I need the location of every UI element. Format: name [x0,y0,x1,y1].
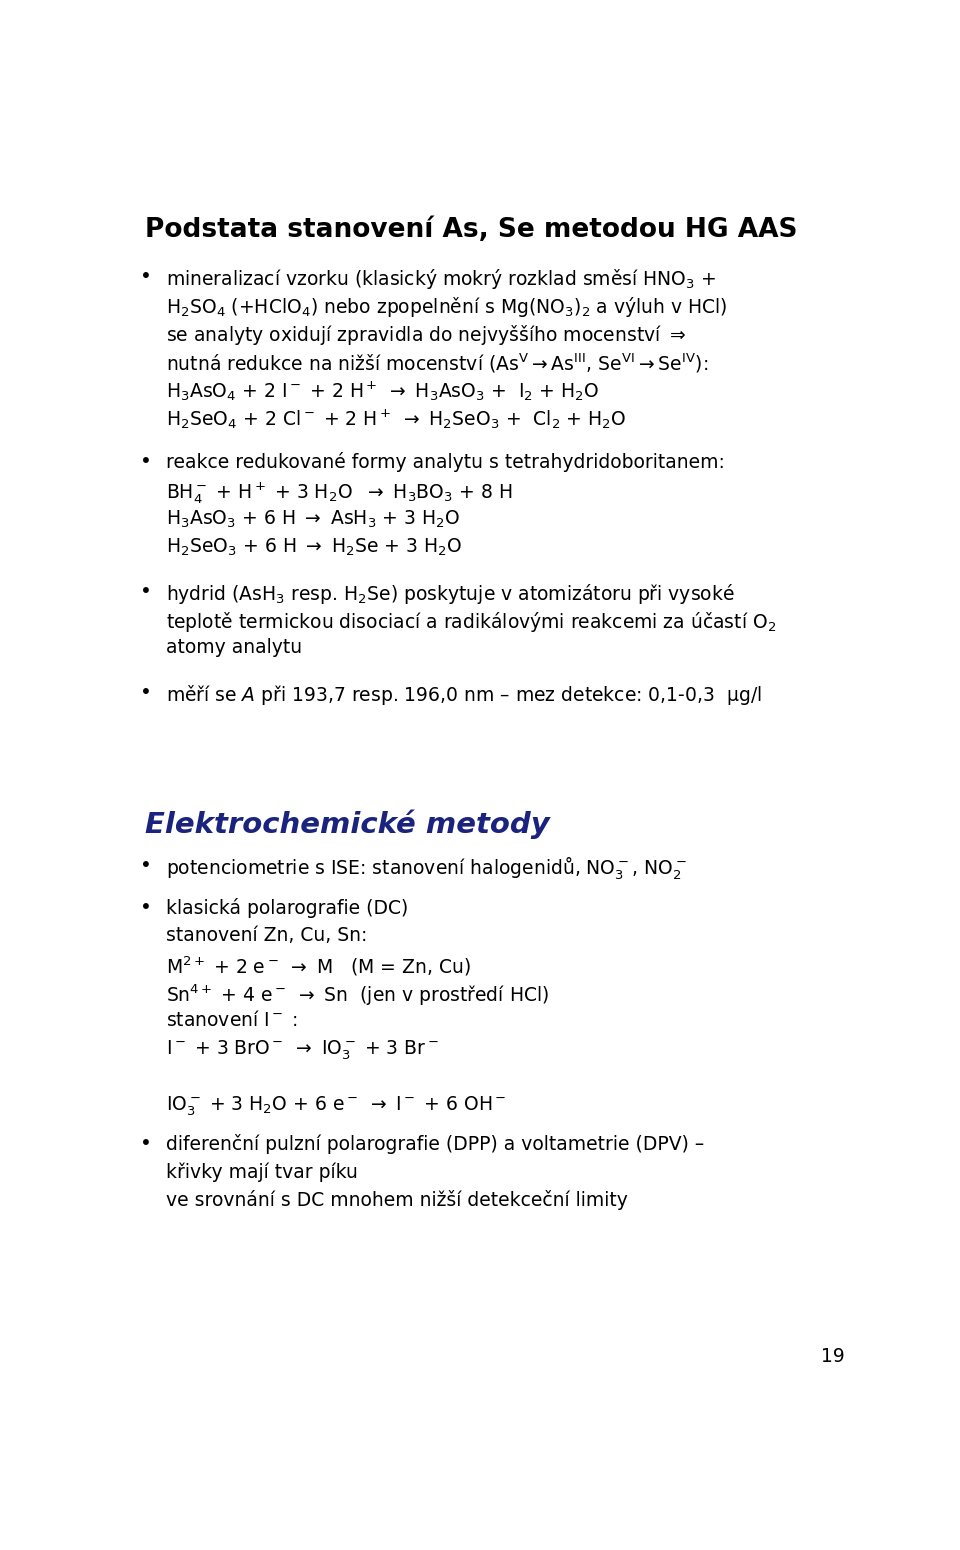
Text: Elektrochemické metody: Elektrochemické metody [145,809,549,839]
Text: 19: 19 [821,1347,845,1366]
Text: H$_2$SO$_4$ (+HClO$_4$) nebo zpopelnění s Mg(NO$_3$)$_2$ a výluh v HCl): H$_2$SO$_4$ (+HClO$_4$) nebo zpopelnění … [166,294,728,319]
Text: ve srovnání s DC mnohem nižší detekceční limity: ve srovnání s DC mnohem nižší detekceční… [166,1190,629,1211]
Text: H$_2$SeO$_3$ + 6 H $\rightarrow$ H$_2$Se + 3 H$_2$O: H$_2$SeO$_3$ + 6 H $\rightarrow$ H$_2$Se… [166,536,463,558]
Text: se analyty oxidují zpravidla do nejvyššího mocenství $\Rightarrow$: se analyty oxidují zpravidla do nejvyšší… [166,322,686,347]
Text: H$_3$AsO$_4$ + 2 I$^-$ + 2 H$^+$ $\rightarrow$ H$_3$AsO$_3$ +  I$_2$ + H$_2$O: H$_3$AsO$_4$ + 2 I$^-$ + 2 H$^+$ $\right… [166,380,600,403]
Text: stanovení I$^-$ :: stanovení I$^-$ : [166,1011,299,1031]
Text: měří se $A$ při 193,7 resp. 196,0 nm – mez detekce: 0,1-0,3  μg/l: měří se $A$ při 193,7 resp. 196,0 nm – m… [166,684,762,707]
Text: M$^{2+}$ + 2 e$^-$ $\rightarrow$ M   (M = Zn, Cu): M$^{2+}$ + 2 e$^-$ $\rightarrow$ M (M = … [166,955,471,978]
Text: diferenční pulzní polarografie (DPP) a voltametrie (DPV) –: diferenční pulzní polarografie (DPP) a v… [166,1135,705,1155]
Text: H$_3$AsO$_3$ + 6 H $\rightarrow$ AsH$_3$ + 3 H$_2$O: H$_3$AsO$_3$ + 6 H $\rightarrow$ AsH$_3$… [166,508,461,530]
Text: •: • [140,581,152,601]
Text: reakce redukované formy analytu s tetrahydridoboritanem:: reakce redukované formy analytu s tetrah… [166,453,726,473]
Text: •: • [140,453,152,471]
Text: atomy analytu: atomy analytu [166,639,302,657]
Text: •: • [140,684,152,702]
Text: Sn$^{4+}$ + 4 e$^-$ $\rightarrow$ Sn  (jen v prostředí HCl): Sn$^{4+}$ + 4 e$^-$ $\rightarrow$ Sn (je… [166,983,549,1008]
Text: mineralizací vzorku (klasický mokrý rozklad směsí HNO$_3$ +: mineralizací vzorku (klasický mokrý rozk… [166,267,717,291]
Text: křivky mají tvar píku: křivky mají tvar píku [166,1162,358,1181]
Text: H$_2$SeO$_4$ + 2 Cl$^-$ + 2 H$^+$ $\rightarrow$ H$_2$SeO$_3$ +  Cl$_2$ + H$_2$O: H$_2$SeO$_4$ + 2 Cl$^-$ + 2 H$^+$ $\righ… [166,408,627,431]
Text: I$^-$ + 3 BrO$^-$ $\rightarrow$ IO$_3^-$ + 3 Br$^-$: I$^-$ + 3 BrO$^-$ $\rightarrow$ IO$_3^-$… [166,1038,439,1062]
Text: hydrid (AsH$_3$ resp. H$_2$Se) poskytuje v atomizátoru při vysoké: hydrid (AsH$_3$ resp. H$_2$Se) poskytuje… [166,581,735,606]
Text: •: • [140,267,152,285]
Text: stanovení Zn, Cu, Sn:: stanovení Zn, Cu, Sn: [166,925,368,945]
Text: BH$_4^-$ + H$^+$ + 3 H$_2$O  $\rightarrow$ H$_3$BO$_3$ + 8 H: BH$_4^-$ + H$^+$ + 3 H$_2$O $\rightarrow… [166,480,513,507]
Text: •: • [140,1135,152,1153]
Text: •: • [140,856,152,874]
Text: klasická polarografie (DC): klasická polarografie (DC) [166,897,409,918]
Text: Podstata stanovení As, Se metodou HG AAS: Podstata stanovení As, Se metodou HG AAS [145,217,798,243]
Text: IO$_3^-$ + 3 H$_2$O + 6 e$^-$ $\rightarrow$ I$^-$ + 6 OH$^-$: IO$_3^-$ + 3 H$_2$O + 6 e$^-$ $\rightarr… [166,1094,507,1118]
Text: potenciometrie s ISE: stanovení halogenidů, NO$_3^-$, NO$_2^-$: potenciometrie s ISE: stanovení halogeni… [166,856,687,882]
Text: •: • [140,897,152,918]
Text: nutná redukce na nižší mocenství (As$^\mathrm{V}$$\rightarrow$As$^\mathrm{III}$,: nutná redukce na nižší mocenství (As$^\m… [166,352,708,375]
Text: teplotě termickou disociací a radikálovými reakcemi za účastí O$_2$: teplotě termickou disociací a radikálový… [166,609,777,634]
